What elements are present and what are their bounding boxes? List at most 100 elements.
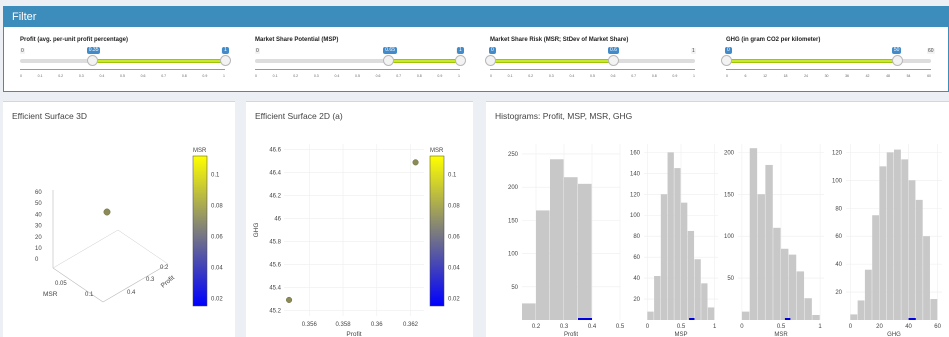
z-tick-label: 50 [35, 201, 42, 207]
histogram-bar [765, 164, 773, 320]
y-tick-label: 80 [633, 234, 640, 240]
x-tick-label: 0.3 [560, 324, 569, 330]
x-axis-label: MSR [774, 332, 788, 337]
histogram-bar [578, 183, 592, 320]
data-point [412, 159, 419, 166]
histogram-bar [901, 159, 909, 320]
slider-selected-range [388, 59, 460, 63]
slider-tick-label: 0.3 [548, 74, 554, 78]
colorbar [192, 155, 208, 307]
x-axis-label: MSP [674, 332, 687, 337]
y-tick-label: 100 [508, 252, 519, 258]
slider-tick-label: 0.9 [202, 74, 208, 78]
slider-tick-label: 0.7 [631, 74, 637, 78]
x-tick-label: 0 [849, 324, 853, 330]
x-axis-label: GHG [887, 332, 901, 337]
slider-tick-label: 0.1 [272, 74, 278, 78]
range-slider[interactable]: GHG (in gram CO2 per kilometer)060500061… [721, 37, 948, 87]
slider-max-label: 1 [691, 48, 696, 54]
y-tick-label: 100 [724, 234, 735, 240]
slider-track[interactable] [255, 59, 460, 63]
slider-tick-label: 1 [458, 74, 460, 78]
x-tick-label: 0.5 [777, 324, 786, 330]
range-slider[interactable]: Market Share Potential (MSP)010.65100.10… [255, 37, 477, 87]
slider-value-label: 50 [891, 47, 902, 54]
colorbar-tick-label: 0.1 [211, 173, 220, 179]
z-tick-label: 60 [35, 190, 42, 196]
slider-handle-high[interactable] [608, 55, 619, 66]
x-axis-label: Profit [564, 332, 578, 337]
z-tick-label: 20 [35, 235, 42, 241]
panel-efficient-surface-2d: Efficient Surface 2D (a) 46.6 46.4 46.2 46 4… [246, 101, 473, 337]
y-tick-label: 200 [508, 185, 519, 191]
histogram-bar [788, 254, 797, 320]
y-tick-label: 60 [835, 234, 842, 240]
y-tick-label: 40 [633, 276, 640, 282]
x-tick-label: 0.4 [588, 324, 597, 330]
z-tick-label: 40 [35, 212, 42, 218]
y-tick-label: 45.8 [269, 239, 281, 245]
slider-tick-label: 18 [783, 74, 788, 78]
slider-tick-label: 0.8 [181, 74, 187, 78]
slider-ticks [490, 69, 695, 73]
slider-handle-high[interactable] [455, 55, 466, 66]
histogram-bar [564, 177, 578, 320]
histogram-bar [781, 248, 789, 320]
profit-tick-label: 0.4 [127, 290, 136, 296]
y-tick-label: 20 [633, 297, 640, 303]
slider-selected-range [91, 59, 225, 63]
colorbar-title: MSR [193, 148, 207, 154]
slider-tick-label: 0.1 [37, 74, 43, 78]
slider-tick-labels: 0 0.1 0.2 0.3 0.4 0.5 0.6 0.7 0.8 0.9 1 [255, 74, 460, 78]
slider-handle-high[interactable] [220, 55, 231, 66]
histogram-bar [915, 199, 923, 320]
surface-3d-plot[interactable]: 60 50 40 30 20 10 0 0.05 0.1 MSR 0.4 0.3 0.2 Profit MS… [3, 102, 235, 337]
slider-tick-label: 30 [824, 74, 829, 78]
y-tick-label: 250 [508, 152, 519, 158]
x-tick-label: 1 [713, 324, 717, 330]
slider-tick-labels: 0 0.1 0.2 0.3 0.4 0.5 0.6 0.7 0.8 0.9 1 [20, 74, 225, 78]
y-tick-label: 46 [274, 217, 281, 223]
slider-tick-label: 0.3 [313, 74, 319, 78]
slider-tick-label: 0 [255, 74, 257, 78]
selection-marker [578, 318, 592, 320]
slider-handle-low[interactable] [721, 55, 732, 66]
slider-tick-label: 0.8 [416, 74, 422, 78]
x-axis-label: Profit [346, 331, 361, 337]
range-slider[interactable]: Market Share Risk (MSR; StDev of Market … [485, 37, 712, 87]
slider-handle-high[interactable] [891, 55, 903, 66]
slider-tick-label: 0 [490, 74, 492, 78]
colorbar-tick-label: 0.04 [211, 265, 223, 271]
histogram-bar [757, 194, 765, 320]
y-tick-label: 140 [630, 171, 641, 177]
slider-min-label: 0 [255, 48, 260, 54]
histogram-bar [796, 271, 805, 320]
y-tick-label: 120 [630, 192, 641, 198]
slider-handle-low[interactable] [383, 55, 395, 66]
slider-tick-label: 0 [726, 74, 728, 78]
histogram-bar [681, 202, 688, 320]
x-tick-label: 0.2 [532, 324, 541, 330]
y-tick-label: 200 [724, 150, 735, 156]
range-slider[interactable]: Profit (avg. per-unit profit percentage)… [20, 37, 242, 87]
slider-handle-low[interactable] [86, 55, 98, 66]
histogram-bar [879, 166, 887, 320]
surface-2d-plot[interactable]: 46.6 46.4 46.2 46 45.8 45.6 45.4 45.2 0.356 0.358… [246, 102, 473, 337]
msr-tick-label: 0.1 [85, 292, 94, 298]
histogram-bar [857, 300, 865, 320]
x-tick-label: 60 [934, 324, 941, 330]
slider-value-label: 0.65 [383, 47, 397, 54]
colorbar-tick-label: 0.1 [448, 173, 457, 179]
histogram-bar [864, 269, 872, 320]
histogram-bar [812, 314, 820, 320]
histogram-profit: 250 200 150 100 50 0.2 0.3 0.4 0.5 Profit [508, 144, 625, 337]
filter-box: Filter Profit (avg. per-unit profit perc… [3, 6, 949, 92]
y-tick-label: 150 [724, 192, 735, 198]
slider-tick-label: 0.2 [293, 74, 299, 78]
x-tick-label: 1 [818, 324, 822, 330]
slider-handle-low[interactable] [485, 55, 496, 66]
slider-tick-label: 0.4 [569, 74, 575, 78]
histogram-ghg: 120 100 80 60 40 20 0 20 40 60 GHG [832, 144, 942, 337]
grid-line [117, 229, 169, 265]
